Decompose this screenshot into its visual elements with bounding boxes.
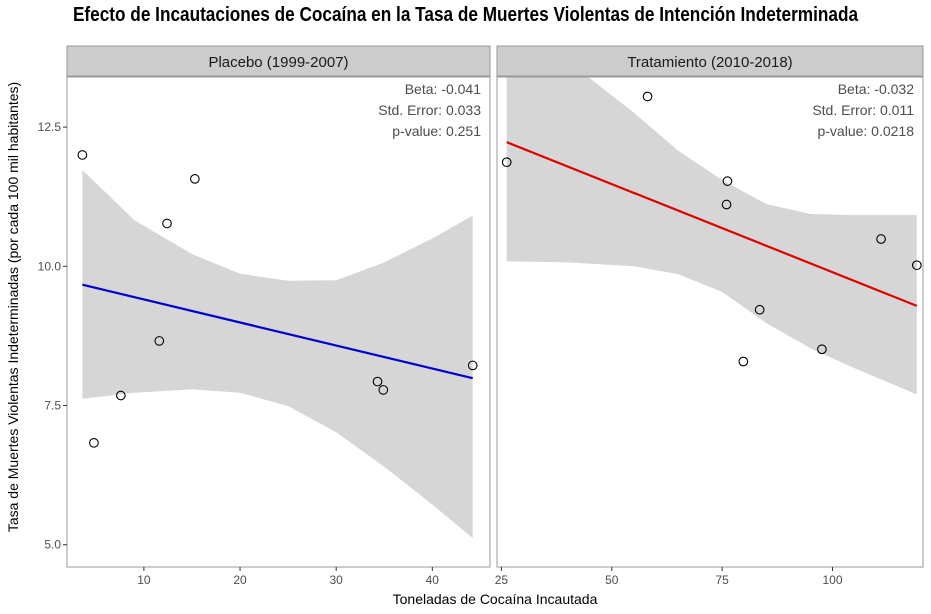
data-point [817,344,827,355]
strip-label: Placebo (1999-2007) [208,54,348,71]
y-tick-label: 12.5 [38,120,62,134]
y-axis-title: Tasa de Muertes Violentas Indeterminadas… [5,82,21,532]
x-axis-title: Toneladas de Cocaína Incautada [393,591,598,607]
regression-line [506,141,918,307]
stat-annotation: Std. Error: 0.033 [378,102,481,118]
panels: Placebo (1999-2007) Beta: -0.041 Std. Erro… [38,45,924,587]
strip-label: Tratamiento (2010-2018) [627,54,792,71]
x-tick-label: 10 [137,573,151,587]
data-point [378,385,389,395]
data-point [876,234,886,244]
panel-placebo: Placebo (1999-2007) Beta: -0.041 Std. Erro… [38,45,491,587]
y-tick-label: 5.0 [44,538,61,552]
x-tick-label: 25 [495,573,509,587]
strip-background [66,45,491,77]
stat-annotation: Beta: -0.032 [838,81,914,97]
x-tick-label: 40 [426,573,440,587]
data-point [162,218,172,229]
data-point [721,199,732,210]
x-tick-label: 100 [822,573,842,587]
plot-area [77,150,478,538]
plot-area [501,77,922,395]
x-tick-label: 75 [715,573,729,587]
data-point [467,360,478,371]
panel-tratamiento: Tratamiento (2010-2018) Beta: -0.032 Std. … [495,45,924,587]
stat-annotation: p-value: 0.0218 [817,123,914,139]
data-point [501,157,512,168]
data-point [77,150,88,160]
x-tick-label: 50 [605,573,619,587]
y-tick-label: 10.0 [38,259,62,273]
data-point [190,174,200,184]
stat-annotation: p-value: 0.251 [392,123,481,139]
panel-border [496,76,924,568]
confidence-ribbon [82,170,473,538]
chart-title: Efecto de Incautaciones de Cocaína en la… [72,4,859,26]
y-tick-label: 7.5 [44,399,61,413]
data-point [738,356,749,367]
confidence-ribbon [506,77,917,395]
data-point [115,390,126,401]
regression-line [82,283,473,380]
x-tick-label: 30 [330,573,344,587]
data-point [154,336,165,346]
strip-background [496,45,924,77]
data-point [372,376,383,387]
stat-annotation: Std. Error: 0.011 [812,102,914,118]
data-point [722,176,733,186]
data-point [89,437,99,448]
stat-annotation: Beta: -0.041 [405,81,481,97]
data-point [911,260,922,271]
panel-border [66,76,491,568]
data-point [642,91,653,102]
data-point [754,304,765,315]
x-tick-label: 20 [233,573,247,587]
